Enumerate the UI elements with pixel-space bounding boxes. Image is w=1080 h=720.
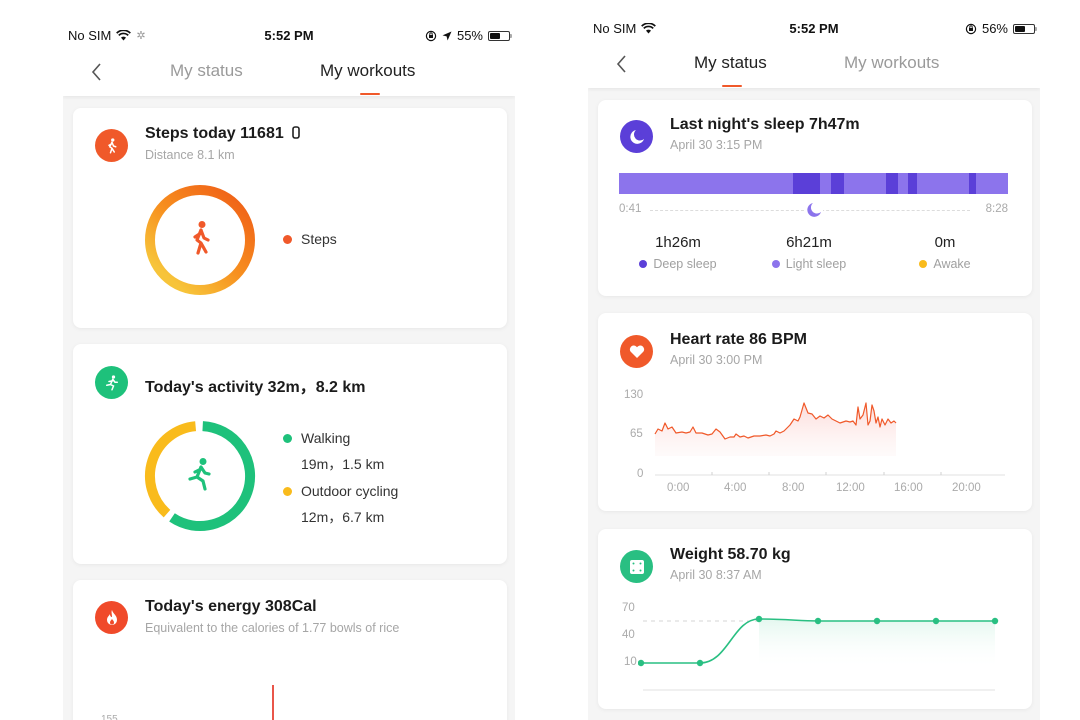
left-phone-screen: No SIM ✲ 5:52 PM 55% My status My workou… [63, 0, 515, 720]
active-tab-indicator [722, 85, 742, 87]
walking-icon [95, 129, 128, 162]
cycling-dot-icon [283, 486, 292, 496]
steps-dot-icon [283, 234, 292, 244]
carrier-label: No SIM [68, 28, 112, 43]
orientation-lock-icon [425, 30, 437, 41]
hr-x-tick: 8:00 [782, 482, 805, 494]
carrier-label: No SIM [593, 21, 637, 36]
tab-my-workouts[interactable]: My workouts [844, 53, 940, 72]
deep-sleep-dot-icon [639, 260, 648, 268]
header: No SIM ✲ 5:52 PM 55% My status My workou… [63, 0, 515, 96]
back-chevron-icon[interactable] [612, 52, 632, 76]
battery-percent: 56% [981, 21, 1008, 36]
battery-icon [1013, 23, 1037, 34]
light-sleep-stat: 6h21m Light sleep [744, 234, 874, 271]
awake-stat: 0m Awake [880, 234, 1010, 271]
energy-equivalent: Equivalent to the calories of 1.77 bowls… [145, 621, 400, 635]
heart-rate-line-chart [654, 402, 1005, 476]
activity-card[interactable]: Today's activity 32m，8.2 km Walking 19m，… [73, 344, 507, 564]
heart-rate-timestamp: April 30 3:00 PM [670, 353, 763, 367]
heart-rate-title: Heart rate 86 BPM [670, 331, 807, 348]
location-arrow-icon [442, 31, 452, 40]
hr-y-tick-130: 130 [624, 389, 644, 401]
band-device-icon [292, 126, 301, 139]
steps-title: Steps today 11681 [145, 125, 301, 143]
battery-icon [488, 30, 512, 41]
energy-title: Today's energy 308Cal [145, 598, 317, 615]
sleep-end-time: 8:28 [985, 203, 1008, 215]
heart-icon [620, 335, 653, 368]
walking-dot-icon [283, 433, 292, 443]
sleep-card[interactable]: z Last night's sleep 7h47m April 30 3:15… [598, 100, 1032, 296]
heart-rate-card[interactable]: Heart rate 86 BPM April 30 3:00 PM 130 6… [598, 313, 1032, 511]
awake-dot-icon [919, 260, 928, 268]
hr-x-tick: 20:00 [952, 482, 981, 494]
flame-icon [95, 601, 128, 634]
weight-y-tick-40: 40 [622, 629, 635, 641]
cycling-detail: 12m，6.7 km [301, 509, 385, 525]
deep-sleep-stat: 1h26m Deep sleep [613, 234, 743, 271]
running-figure-icon [188, 458, 211, 491]
orientation-lock-icon [965, 23, 977, 34]
tab-bar: My status My workouts [588, 50, 1040, 87]
hr-x-tick: 0:00 [667, 482, 690, 494]
status-bar: No SIM ✲ 5:52 PM 55% [63, 28, 515, 46]
legend-walking: Walking [283, 430, 350, 446]
tab-my-status[interactable]: My status [694, 53, 767, 72]
steps-card[interactable]: Steps today 11681 Distance 8.1 km Steps [73, 108, 507, 328]
weight-y-tick-70: 70 [622, 602, 635, 614]
wifi-icon [116, 30, 132, 41]
deep-sleep-segment [908, 173, 917, 194]
weight-y-tick-10: 10 [624, 656, 637, 668]
weight-card[interactable]: Weight 58.70 kg April 30 8:37 AM 70 40 1… [598, 529, 1032, 709]
steps-distance: Distance 8.1 km [145, 148, 235, 162]
status-bar: No SIM 5:52 PM 56% [588, 21, 1040, 39]
energy-y-tick: 155 [101, 714, 118, 720]
hr-x-tick: 4:00 [724, 482, 747, 494]
hr-x-tick: 16:00 [894, 482, 923, 494]
steps-ring-chart [145, 185, 255, 295]
moon-marker-icon [805, 201, 823, 219]
right-phone-screen: No SIM 5:52 PM 56% My status My workouts… [588, 0, 1040, 720]
tab-my-workouts[interactable]: My workouts [320, 61, 416, 80]
deep-sleep-segment [831, 173, 844, 194]
hr-y-tick-65: 65 [630, 428, 643, 440]
weight-title: Weight 58.70 kg [670, 546, 791, 563]
tab-bar: My status My workouts [63, 58, 515, 95]
deep-sleep-segment [969, 173, 976, 194]
svg-text:z: z [639, 131, 642, 137]
sleep-timestamp: April 30 3:15 PM [670, 138, 763, 152]
energy-bar [272, 685, 274, 720]
active-tab-indicator [360, 93, 380, 95]
header: No SIM 5:52 PM 56% My status My workouts [588, 0, 1040, 88]
loading-spinner-icon: ✲ [136, 30, 146, 42]
activity-title: Today's activity 32m，8.2 km [145, 379, 366, 396]
deep-sleep-segment [886, 173, 898, 194]
tab-my-status[interactable]: My status [170, 61, 243, 80]
clock: 5:52 PM [264, 28, 314, 43]
battery-percent: 55% [456, 28, 483, 43]
legend-outdoor-cycling: Outdoor cycling [283, 483, 398, 499]
hr-y-tick-0: 0 [637, 468, 644, 480]
hr-x-tick: 12:00 [836, 482, 865, 494]
light-sleep-dot-icon [771, 260, 780, 268]
sleep-title: Last night's sleep 7h47m [670, 116, 860, 133]
legend-steps: Steps [283, 231, 337, 247]
sleep-start-time: 0:41 [619, 203, 642, 215]
moon-sleep-icon: z [620, 120, 653, 153]
clock: 5:52 PM [789, 21, 839, 36]
sleep-timeline-bar [619, 173, 1008, 194]
activity-ring-chart [144, 421, 256, 532]
scale-icon [620, 550, 653, 583]
deep-sleep-segment [793, 173, 820, 194]
weight-line-chart [638, 615, 999, 691]
walking-detail: 19m，1.5 km [301, 456, 385, 472]
wifi-icon [641, 23, 657, 34]
back-chevron-icon[interactable] [87, 60, 107, 84]
running-icon [95, 366, 128, 399]
energy-card[interactable]: Today's energy 308Cal Equivalent to the … [73, 580, 507, 720]
walking-figure-icon [193, 221, 210, 255]
weight-timestamp: April 30 8:37 AM [670, 568, 762, 582]
